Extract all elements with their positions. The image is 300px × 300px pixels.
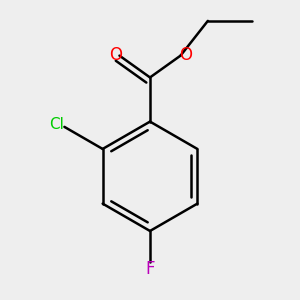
Text: F: F [145,260,155,278]
Text: O: O [179,46,192,64]
Text: Cl: Cl [50,117,64,132]
Text: O: O [109,46,122,64]
